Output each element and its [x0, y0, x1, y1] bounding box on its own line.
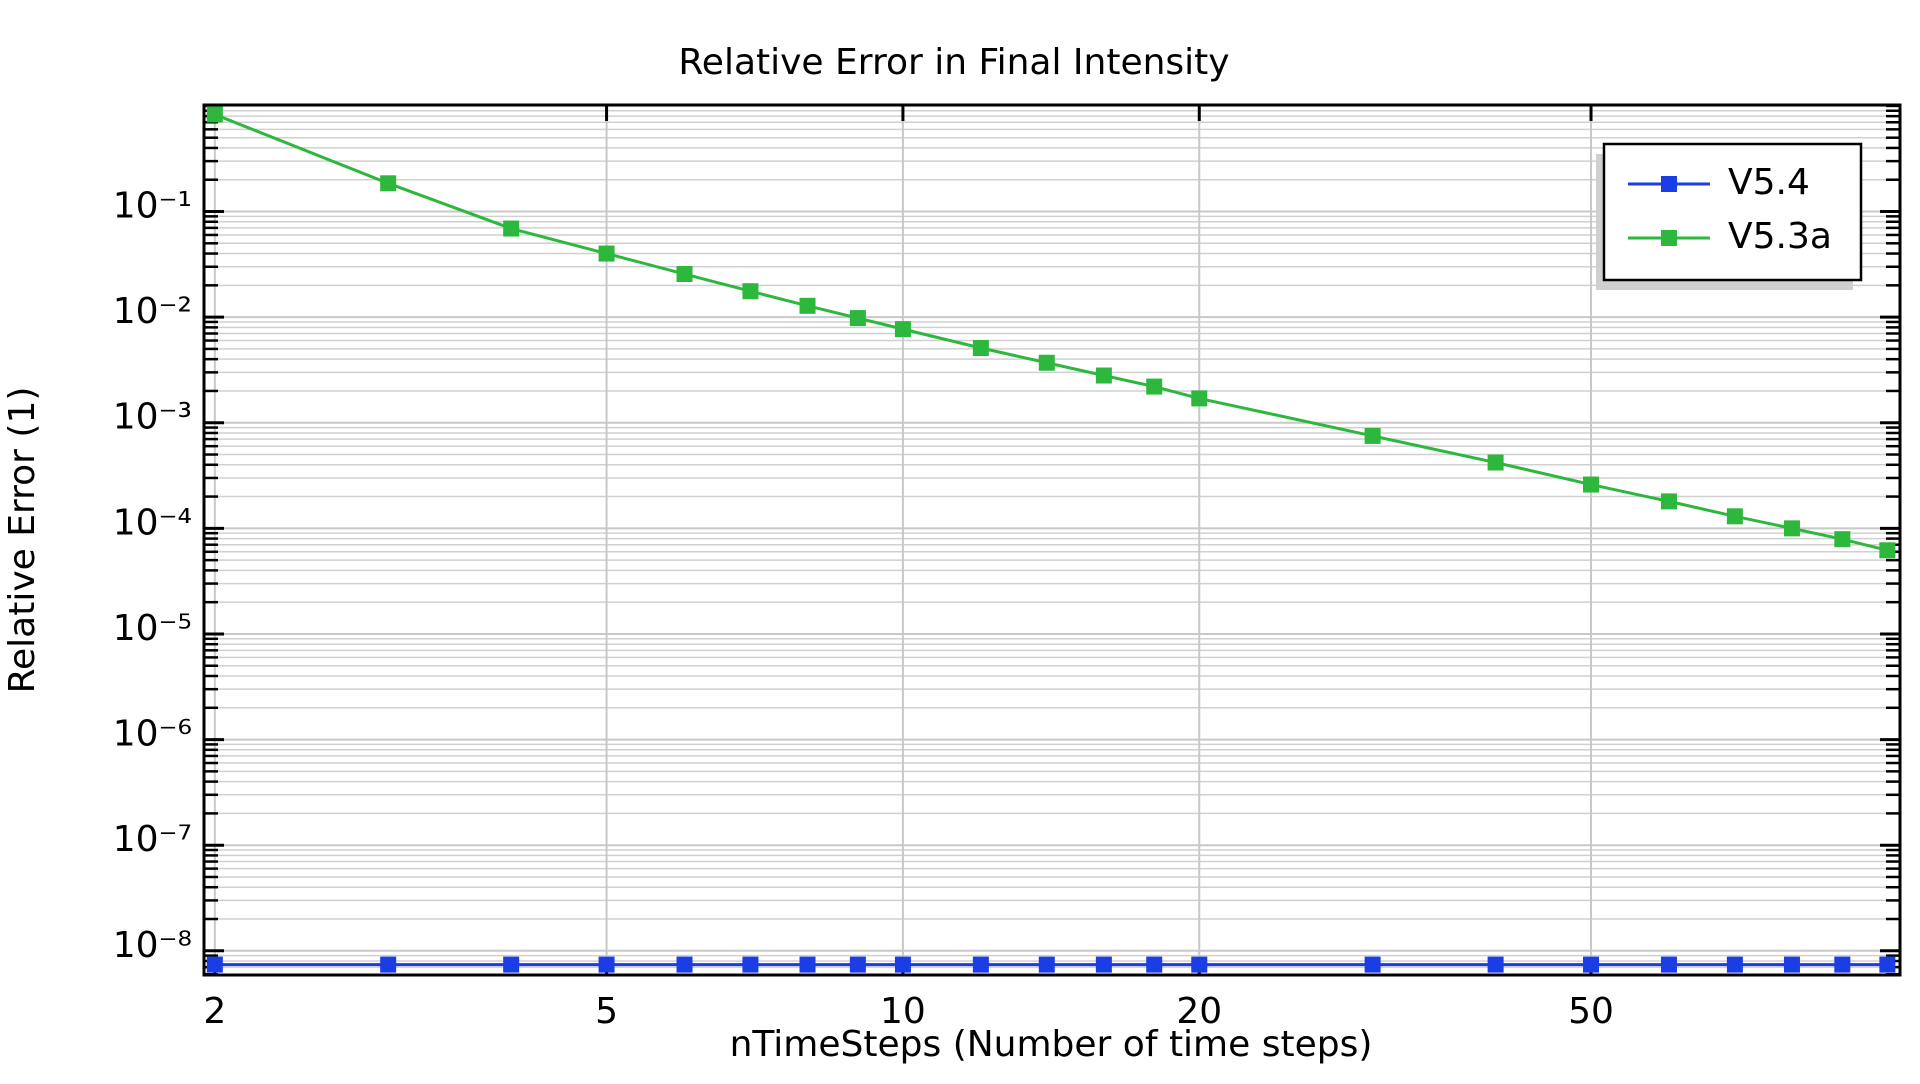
data-point	[206, 106, 223, 123]
data-point	[1583, 956, 1600, 973]
y-tick-label: 10⁻²	[113, 291, 192, 332]
data-point	[380, 175, 397, 192]
data-point	[1364, 956, 1381, 973]
legend-label: V5.3a	[1728, 216, 1832, 257]
data-point	[676, 266, 693, 283]
x-tick-label: 50	[1568, 991, 1614, 1032]
data-point	[1660, 493, 1677, 510]
y-tick-label: 10⁻⁷	[113, 819, 192, 860]
plot-area	[206, 106, 1896, 973]
y-tick-label: 10⁻⁴	[113, 502, 192, 543]
x-tick-label: 2	[203, 991, 226, 1032]
data-point	[799, 956, 816, 973]
y-tick-label: 10⁻¹	[113, 186, 192, 227]
data-point	[1487, 454, 1504, 471]
data-point	[894, 321, 911, 338]
x-tick-label: 5	[595, 991, 618, 1032]
data-point	[1879, 956, 1896, 973]
data-point	[1038, 956, 1055, 973]
data-point	[972, 956, 989, 973]
data-point	[1095, 956, 1112, 973]
legend-marker	[1661, 230, 1677, 246]
y-axis-label: Relative Error (1)	[2, 387, 43, 694]
data-point	[1038, 354, 1055, 371]
plot-frame	[202, 103, 1902, 977]
data-point	[1726, 956, 1743, 973]
y-tick-label: 10⁻⁸	[113, 925, 192, 966]
data-point	[1726, 508, 1743, 525]
legend-box	[1602, 142, 1863, 282]
y-tick-label: 10⁻⁶	[113, 714, 192, 755]
data-point	[1783, 956, 1800, 973]
data-point	[676, 956, 693, 973]
y-tick-label: 10⁻³	[113, 397, 192, 438]
x-axis-label: nTimeSteps (Number of time steps)	[730, 1024, 1373, 1065]
data-point	[849, 956, 866, 973]
data-point	[206, 956, 223, 973]
data-point	[742, 956, 759, 973]
data-point	[1146, 956, 1163, 973]
data-point	[1364, 427, 1381, 444]
data-point	[1191, 956, 1208, 973]
data-point	[799, 297, 816, 314]
data-point	[1834, 956, 1851, 973]
data-point	[972, 340, 989, 357]
data-point	[742, 283, 759, 300]
series-line	[214, 113, 1888, 552]
data-point	[1834, 531, 1851, 548]
data-point	[1095, 367, 1112, 384]
legend: V5.4 V5.3a	[1596, 142, 1863, 290]
data-point	[849, 310, 866, 327]
data-point	[894, 956, 911, 973]
data-point	[1660, 956, 1677, 973]
data-point	[1783, 520, 1800, 537]
x-tick-label: 10	[880, 991, 926, 1032]
data-point	[1146, 378, 1163, 395]
legend-label: V5.4	[1728, 162, 1810, 203]
data-point	[503, 220, 520, 237]
ticks: 10⁻⁸ 10⁻⁷ 10⁻⁶ 10⁻⁵ 10⁻⁴ 10⁻³ 10⁻² 10⁻¹ 2 5 10 20 50	[113, 104, 1900, 1032]
x-tick-label: 20	[1176, 991, 1222, 1032]
legend-marker	[1661, 176, 1677, 192]
data-point	[598, 956, 615, 973]
grid	[204, 105, 1900, 975]
data-point	[598, 245, 615, 262]
data-point	[503, 956, 520, 973]
data-point	[1191, 390, 1208, 407]
y-tick-label: 10⁻⁵	[113, 608, 192, 649]
data-point	[1487, 956, 1504, 973]
data-point	[380, 956, 397, 973]
chart-title: Relative Error in Final Intensity	[678, 42, 1229, 83]
data-point	[1879, 542, 1896, 559]
data-point	[1583, 476, 1600, 493]
